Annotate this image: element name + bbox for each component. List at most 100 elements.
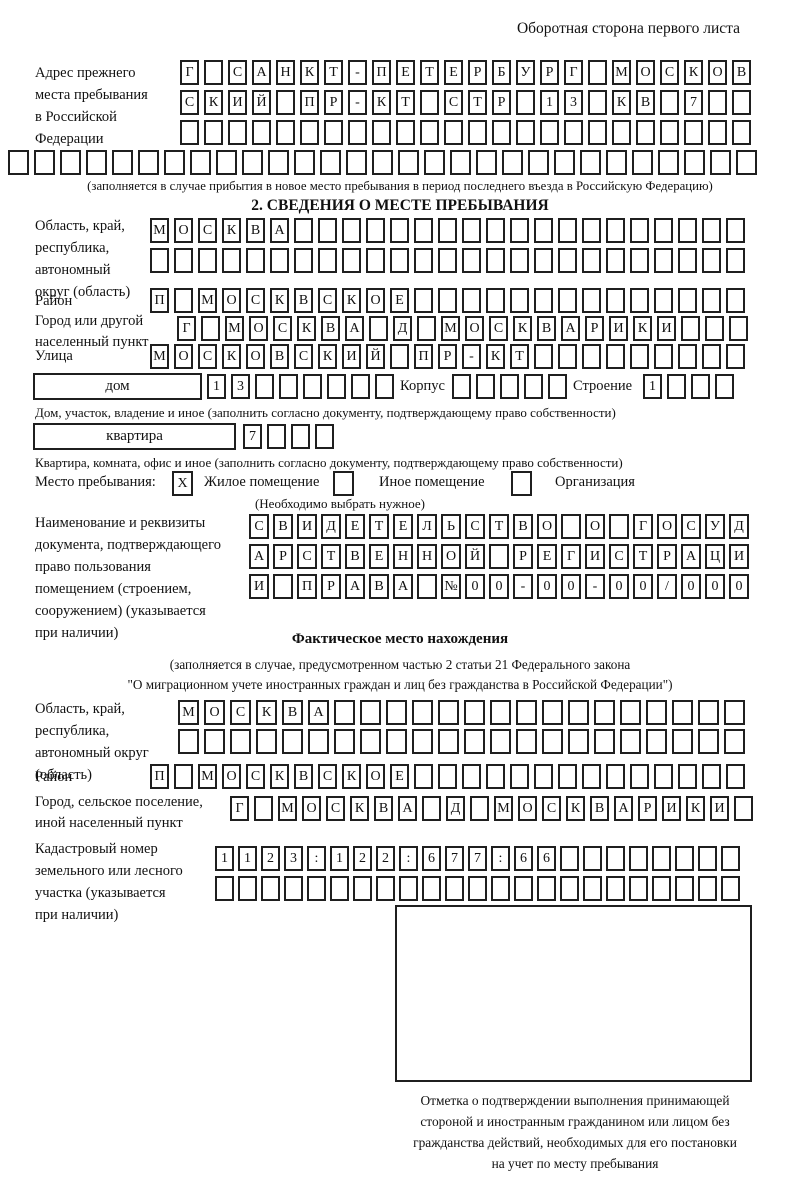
char-cell[interactable] <box>376 876 395 901</box>
char-cell[interactable] <box>678 248 697 273</box>
char-cell[interactable] <box>438 288 457 313</box>
char-cell[interactable] <box>150 248 169 273</box>
char-cell[interactable] <box>721 846 740 871</box>
char-cell[interactable]: / <box>657 574 677 599</box>
char-cell[interactable]: А <box>614 796 633 821</box>
char-cell[interactable]: В <box>590 796 609 821</box>
char-cell[interactable]: С <box>228 60 247 85</box>
char-cell[interactable]: Т <box>489 514 509 539</box>
char-cell[interactable]: А <box>249 544 269 569</box>
char-cell[interactable]: А <box>270 218 289 243</box>
char-cell[interactable] <box>606 846 625 871</box>
char-cell[interactable] <box>654 218 673 243</box>
char-cell[interactable]: А <box>561 316 580 341</box>
char-cell[interactable]: - <box>348 60 367 85</box>
char-cell[interactable]: В <box>513 514 533 539</box>
stay-option-dwelling-checkbox[interactable]: X <box>172 471 193 496</box>
char-cell[interactable] <box>684 150 705 175</box>
char-cell[interactable]: О <box>657 514 677 539</box>
char-cell[interactable] <box>558 344 577 369</box>
char-cell[interactable] <box>334 729 355 754</box>
char-cell[interactable]: 0 <box>609 574 629 599</box>
char-cell[interactable] <box>267 424 286 449</box>
char-cell[interactable] <box>476 374 495 399</box>
char-cell[interactable]: К <box>270 764 289 789</box>
char-cell[interactable] <box>583 846 602 871</box>
char-cell[interactable] <box>318 218 337 243</box>
char-cell[interactable]: Е <box>393 514 413 539</box>
char-cell[interactable] <box>320 150 341 175</box>
char-cell[interactable] <box>308 729 329 754</box>
char-cell[interactable]: Т <box>369 514 389 539</box>
char-cell[interactable] <box>261 876 280 901</box>
char-cell[interactable]: Т <box>420 60 439 85</box>
char-cell[interactable]: О <box>518 796 537 821</box>
char-cell[interactable] <box>612 120 631 145</box>
char-cell[interactable] <box>307 876 326 901</box>
char-cell[interactable] <box>390 344 409 369</box>
char-cell[interactable]: Н <box>276 60 295 85</box>
char-cell[interactable]: С <box>326 796 345 821</box>
char-cell[interactable]: 7 <box>684 90 703 115</box>
char-cell[interactable]: О <box>708 60 727 85</box>
char-cell[interactable] <box>452 374 471 399</box>
char-cell[interactable] <box>732 90 751 115</box>
char-cell[interactable] <box>399 876 418 901</box>
char-cell[interactable]: С <box>318 764 337 789</box>
char-cell[interactable]: 3 <box>231 374 250 399</box>
char-cell[interactable]: Н <box>417 544 437 569</box>
char-cell[interactable] <box>242 150 263 175</box>
char-cell[interactable]: О <box>204 700 225 725</box>
char-cell[interactable]: С <box>294 344 313 369</box>
char-cell[interactable]: 1 <box>215 846 234 871</box>
char-cell[interactable] <box>60 150 81 175</box>
char-cell[interactable] <box>222 248 241 273</box>
char-cell[interactable] <box>348 120 367 145</box>
char-cell[interactable]: 6 <box>537 846 556 871</box>
char-cell[interactable]: Л <box>417 514 437 539</box>
char-cell[interactable]: 3 <box>284 846 303 871</box>
char-cell[interactable]: К <box>222 344 241 369</box>
char-cell[interactable] <box>721 876 740 901</box>
char-cell[interactable] <box>632 150 653 175</box>
char-cell[interactable]: Р <box>321 574 341 599</box>
char-cell[interactable] <box>534 288 553 313</box>
char-cell[interactable] <box>702 288 721 313</box>
char-cell[interactable] <box>178 729 199 754</box>
char-cell[interactable]: О <box>366 764 385 789</box>
char-cell[interactable]: В <box>273 514 293 539</box>
char-cell[interactable] <box>606 150 627 175</box>
char-cell[interactable] <box>583 876 602 901</box>
char-cell[interactable] <box>255 374 274 399</box>
char-cell[interactable]: М <box>150 218 169 243</box>
char-cell[interactable]: - <box>462 344 481 369</box>
char-cell[interactable]: О <box>537 514 557 539</box>
char-cell[interactable] <box>294 218 313 243</box>
char-cell[interactable]: С <box>444 90 463 115</box>
char-cell[interactable] <box>510 218 529 243</box>
char-cell[interactable]: В <box>294 288 313 313</box>
char-cell[interactable] <box>582 218 601 243</box>
char-cell[interactable] <box>215 876 234 901</box>
char-cell[interactable] <box>468 876 487 901</box>
char-cell[interactable]: С <box>249 514 269 539</box>
char-cell[interactable]: О <box>222 764 241 789</box>
char-cell[interactable]: 2 <box>261 846 280 871</box>
char-cell[interactable]: И <box>585 544 605 569</box>
char-cell[interactable]: К <box>686 796 705 821</box>
char-cell[interactable] <box>324 120 343 145</box>
char-cell[interactable]: П <box>414 344 433 369</box>
char-cell[interactable] <box>691 374 710 399</box>
char-cell[interactable] <box>654 248 673 273</box>
char-cell[interactable]: С <box>198 218 217 243</box>
char-cell[interactable]: К <box>300 60 319 85</box>
char-cell[interactable] <box>726 344 745 369</box>
char-cell[interactable]: И <box>228 90 247 115</box>
char-cell[interactable]: К <box>566 796 585 821</box>
char-cell[interactable]: О <box>636 60 655 85</box>
char-cell[interactable] <box>204 120 223 145</box>
char-cell[interactable]: И <box>657 316 676 341</box>
char-cell[interactable]: С <box>681 514 701 539</box>
char-cell[interactable] <box>360 700 381 725</box>
char-cell[interactable] <box>34 150 55 175</box>
